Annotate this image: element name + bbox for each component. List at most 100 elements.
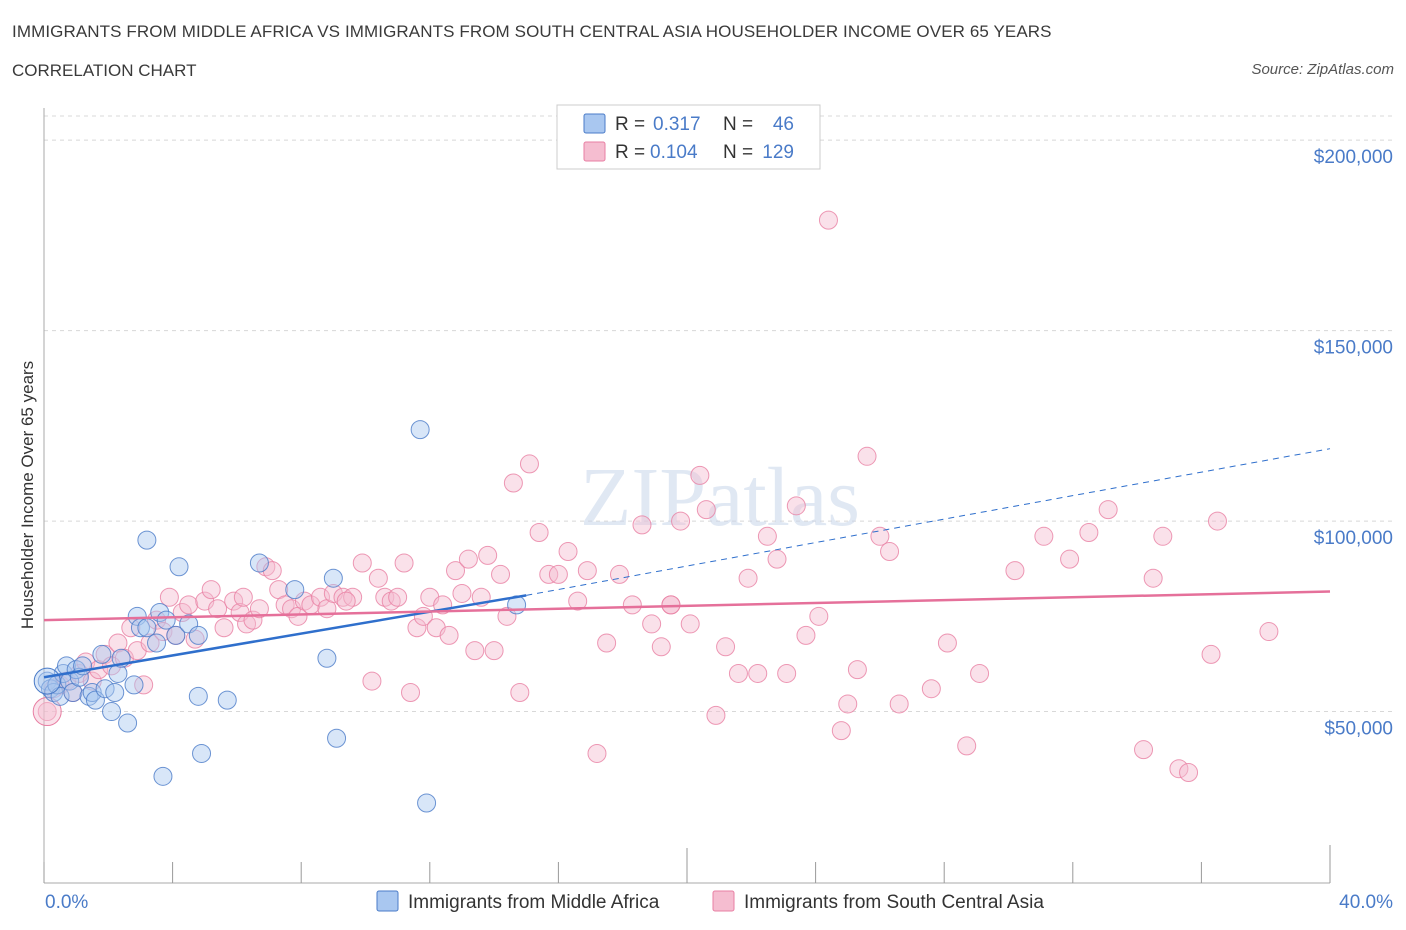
point-middle-africa-34 bbox=[188, 686, 208, 706]
point-middle-africa-16 bbox=[95, 679, 115, 699]
legend-r-label: R = bbox=[615, 114, 645, 135]
point-south-central-asia-63 bbox=[465, 641, 485, 661]
point-south-central-asia-87 bbox=[680, 614, 700, 634]
point-south-central-asia-104 bbox=[847, 660, 867, 680]
x-tick-label-max: 40.0% bbox=[1339, 892, 1393, 913]
point-south-central-asia-83 bbox=[642, 614, 662, 634]
point-south-central-asia-101 bbox=[818, 210, 838, 230]
point-south-central-asia-52 bbox=[394, 553, 414, 573]
point-south-central-asia-119 bbox=[1143, 568, 1163, 588]
point-middle-africa-22 bbox=[124, 675, 144, 695]
chart-subtitle: CORRELATION CHART bbox=[12, 61, 197, 80]
point-middle-africa-40 bbox=[323, 568, 343, 588]
y-tick-labels: $50,000 $100,000 $150,000 $200,000 bbox=[1314, 147, 1393, 739]
point-south-central-asia-65 bbox=[478, 545, 498, 565]
legend-n-label: N = bbox=[723, 114, 753, 135]
y-tick-label-0: $50,000 bbox=[1324, 719, 1393, 740]
point-south-central-asia-112 bbox=[970, 663, 990, 683]
point-south-central-asia-44 bbox=[333, 587, 353, 607]
point-south-central-asia-115 bbox=[1060, 549, 1080, 569]
point-south-central-asia-84 bbox=[651, 637, 671, 657]
point-south-central-asia-90 bbox=[706, 705, 726, 725]
point-south-central-asia-92 bbox=[728, 663, 748, 683]
point-south-central-asia-82 bbox=[632, 515, 652, 535]
point-middle-africa-38 bbox=[285, 580, 305, 600]
x-tick-label-min: 0.0% bbox=[45, 892, 88, 913]
point-south-central-asia-120 bbox=[1153, 526, 1173, 546]
point-middle-africa-27 bbox=[147, 633, 167, 653]
point-south-central-asia-122 bbox=[1179, 763, 1199, 783]
point-south-central-asia-47 bbox=[362, 671, 382, 691]
point-south-central-asia-75 bbox=[558, 542, 578, 562]
trend-line-middle-africa bbox=[43, 594, 527, 679]
point-middle-africa-35 bbox=[192, 743, 212, 763]
point-south-central-asia-79 bbox=[597, 633, 617, 653]
correlation-legend: R = 0.317 N = 46 R = 0.104 N = 129 bbox=[556, 104, 821, 170]
trend-lines bbox=[43, 448, 1331, 679]
series-middle-africa-points bbox=[33, 420, 527, 813]
point-south-central-asia-18 bbox=[153, 622, 173, 642]
point-south-central-asia-69 bbox=[503, 473, 523, 493]
legend-swatch-blue bbox=[583, 113, 606, 134]
legend-r-label: R = bbox=[615, 142, 645, 163]
bottom-legend-label-blue: Immigrants from Middle Africa bbox=[408, 892, 660, 913]
point-south-central-asia-121 bbox=[1169, 759, 1189, 779]
point-middle-africa-cluster bbox=[33, 667, 61, 695]
point-south-central-asia-77 bbox=[577, 561, 597, 581]
point-middle-africa-13 bbox=[82, 683, 102, 703]
point-south-central-asia-62 bbox=[458, 549, 478, 569]
point-south-central-asia-89 bbox=[696, 500, 716, 520]
point-south-central-asia-96 bbox=[767, 549, 787, 569]
point-south-central-asia-95 bbox=[757, 526, 777, 546]
point-south-central-asia-27 bbox=[214, 618, 234, 638]
point-south-central-asia-76 bbox=[568, 591, 588, 611]
point-middle-africa-26 bbox=[137, 530, 157, 550]
point-south-central-asia-127 bbox=[336, 591, 356, 611]
point-south-central-asia-123 bbox=[1201, 644, 1221, 664]
point-middle-africa-18 bbox=[105, 683, 125, 703]
legend-n-label: N = bbox=[723, 142, 753, 163]
point-south-central-asia-128 bbox=[233, 587, 253, 607]
bottom-legend-swatch-pink bbox=[712, 890, 735, 912]
point-south-central-asia-93 bbox=[738, 568, 758, 588]
point-south-central-asia-41 bbox=[310, 587, 330, 607]
watermark: ZIPatlas bbox=[580, 451, 860, 544]
point-south-central-asia-26 bbox=[208, 599, 228, 619]
point-south-central-asia-73 bbox=[539, 564, 559, 584]
point-south-central-asia-117 bbox=[1098, 500, 1118, 520]
point-south-central-asia-91 bbox=[716, 637, 736, 657]
point-south-central-asia-116 bbox=[1079, 523, 1099, 543]
point-middle-africa-41 bbox=[327, 728, 347, 748]
point-middle-africa-4 bbox=[50, 686, 70, 706]
point-south-central-asia-51 bbox=[388, 587, 408, 607]
point-south-central-asia-103 bbox=[838, 694, 858, 714]
legend-n-value-blue: 46 bbox=[773, 114, 794, 135]
bottom-legend-swatch-blue bbox=[376, 890, 399, 912]
trend-line-middle-africa-projection bbox=[526, 448, 1331, 596]
point-middle-africa-36 bbox=[217, 690, 237, 710]
point-south-central-asia-78 bbox=[587, 743, 607, 763]
point-middle-africa-29 bbox=[156, 610, 176, 630]
legend-r-value-pink: 0.104 bbox=[650, 142, 698, 163]
point-south-central-asia-54 bbox=[407, 618, 427, 638]
x-tick-labels: 0.0% 40.0% bbox=[45, 892, 1393, 913]
point-middle-africa-37 bbox=[249, 553, 269, 573]
point-middle-africa-31 bbox=[169, 557, 189, 577]
point-south-central-asia-19 bbox=[159, 587, 179, 607]
legend-r-value-blue: 0.317 bbox=[653, 114, 701, 135]
point-middle-africa-15 bbox=[92, 644, 112, 664]
point-south-central-asia-0 bbox=[37, 702, 57, 722]
point-south-central-asia-102 bbox=[831, 721, 851, 741]
point-south-central-asia-16 bbox=[140, 633, 160, 653]
point-middle-africa-42 bbox=[153, 766, 173, 786]
point-middle-africa-43 bbox=[410, 420, 430, 440]
point-south-central-asia-81 bbox=[622, 595, 642, 615]
point-south-central-asia-60 bbox=[446, 561, 466, 581]
point-middle-africa-17 bbox=[102, 702, 122, 722]
point-south-central-asia-94 bbox=[748, 663, 768, 683]
point-middle-africa-30 bbox=[166, 625, 186, 645]
point-middle-africa-44 bbox=[417, 793, 437, 813]
point-south-central-asia-110 bbox=[937, 633, 957, 653]
point-south-central-asia-99 bbox=[796, 625, 816, 645]
